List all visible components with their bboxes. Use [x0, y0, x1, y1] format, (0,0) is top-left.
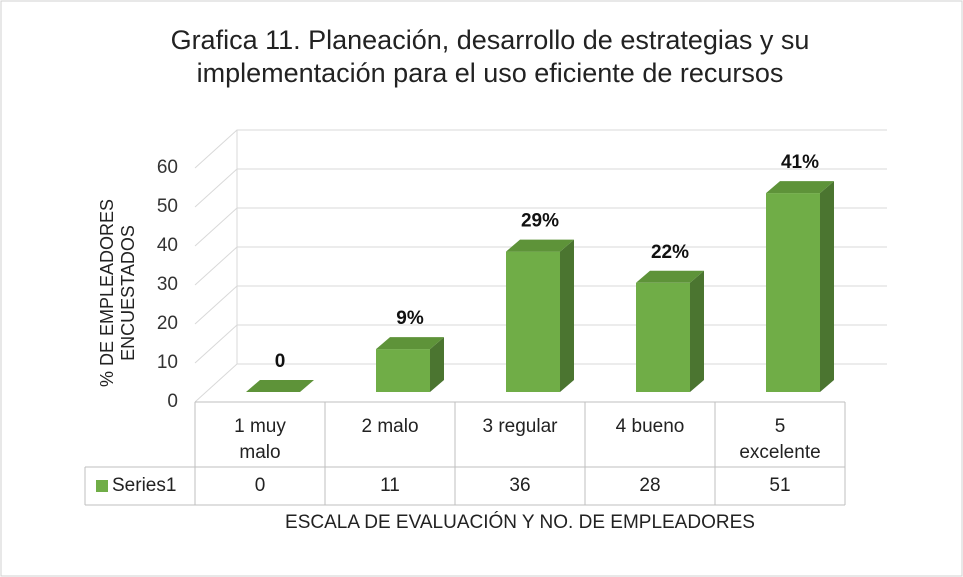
y-tick-label: 10: [157, 352, 178, 373]
x-tick-label: 5 excelente: [739, 416, 821, 463]
bar-side: [690, 270, 704, 392]
bar-side: [430, 337, 444, 392]
bar: [766, 193, 820, 392]
y-tick-label: 60: [157, 157, 178, 178]
y-tick-label: 40: [157, 235, 178, 256]
table-value: 51: [769, 475, 791, 496]
table-value: 0: [254, 475, 266, 496]
x-tick-label: 2 malo: [361, 416, 419, 437]
bar-top: [506, 239, 574, 252]
legend-label: Series1: [112, 475, 177, 496]
y-tick-label: 30: [157, 274, 178, 295]
y-tick-label: 20: [157, 313, 178, 334]
data-label: 29%: [521, 211, 559, 232]
data-label: 9%: [396, 308, 424, 329]
bar-top: [376, 337, 444, 350]
bar-top: [246, 380, 314, 392]
legend-key: [96, 480, 108, 492]
chart-title: Grafica 11. Planeación, desarrollo de es…: [170, 25, 810, 88]
data-label: 41%: [781, 152, 819, 173]
grid-line: [194, 129, 887, 169]
bar: [376, 349, 430, 392]
bar-side: [560, 239, 574, 392]
y-tick-label: 0: [167, 391, 178, 412]
bar: [636, 282, 690, 392]
bar-top: [636, 270, 704, 283]
bar-top: [766, 181, 834, 194]
grid-line: [194, 246, 887, 286]
x-axis-label: ESCALA DE EVALUACIÓN Y NO. DE EMPLEADORE…: [285, 512, 755, 533]
x-tick-label: 1 muy malo: [234, 416, 286, 463]
table-value: 28: [639, 475, 661, 496]
x-tick-label: 4 bueno: [615, 416, 685, 437]
table-value: 36: [509, 475, 531, 496]
bar: [506, 251, 560, 392]
table-value: 11: [380, 475, 400, 496]
data-label: 22%: [651, 242, 689, 263]
y-axis-label: % DE EMPLEADORES ENCUESTADOS: [97, 198, 138, 388]
bar-side: [820, 181, 834, 392]
x-tick-label: 3 regular: [482, 416, 558, 437]
grid-line: [194, 168, 887, 208]
data-label: 0: [275, 351, 286, 372]
grid-line: [194, 207, 887, 247]
y-tick-label: 50: [157, 196, 178, 217]
